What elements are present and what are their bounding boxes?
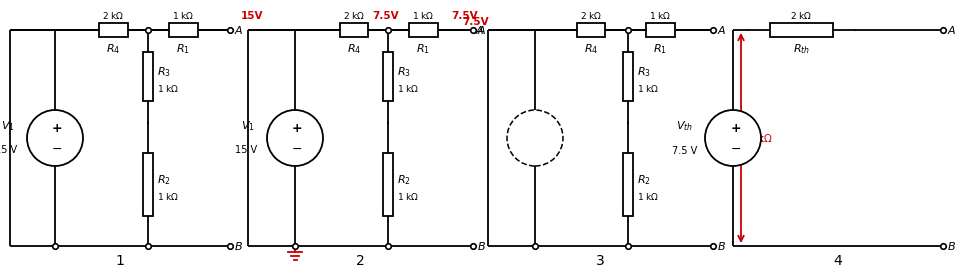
Text: $R_1$: $R_1$ xyxy=(653,42,667,56)
Text: $A$: $A$ xyxy=(474,24,484,36)
Text: $-$: $-$ xyxy=(292,142,302,155)
Text: +: + xyxy=(292,121,302,135)
Text: 7.5V: 7.5V xyxy=(452,11,478,21)
Text: 1 k$\Omega$: 1 k$\Omega$ xyxy=(649,10,671,21)
Bar xyxy=(169,23,198,37)
Text: $R_4$: $R_4$ xyxy=(106,42,120,56)
Bar xyxy=(340,23,368,37)
Bar xyxy=(771,23,832,37)
Text: $R_3$: $R_3$ xyxy=(637,66,651,80)
Text: $-$: $-$ xyxy=(731,142,741,155)
Text: 15 V: 15 V xyxy=(235,145,257,155)
Text: $B$: $B$ xyxy=(717,240,726,252)
Text: $R_4$: $R_4$ xyxy=(584,42,598,56)
Text: $V_1$: $V_1$ xyxy=(241,119,255,133)
Text: 4: 4 xyxy=(833,254,842,268)
Text: $R_1$: $R_1$ xyxy=(416,42,430,56)
Text: 15 V: 15 V xyxy=(0,145,17,155)
Bar xyxy=(99,23,128,37)
Text: 2 k$\Omega$: 2 k$\Omega$ xyxy=(790,10,812,21)
Text: $V_{th}$: $V_{th}$ xyxy=(676,119,693,133)
Text: 15V: 15V xyxy=(241,11,263,21)
Text: 2 k$\Omega$: 2 k$\Omega$ xyxy=(102,10,124,21)
Text: 1 k$\Omega$: 1 k$\Omega$ xyxy=(397,83,420,94)
Text: $R_3$: $R_3$ xyxy=(397,66,411,80)
Bar xyxy=(409,23,438,37)
Text: $A$: $A$ xyxy=(477,24,487,36)
Text: $-$: $-$ xyxy=(52,142,62,155)
Text: 2: 2 xyxy=(356,254,365,268)
Circle shape xyxy=(267,110,323,166)
Text: $R_{th}$: $R_{th}$ xyxy=(793,42,810,56)
Text: 2 k$\Omega$: 2 k$\Omega$ xyxy=(746,132,773,144)
Text: +: + xyxy=(52,121,62,135)
Text: 2 k$\Omega$: 2 k$\Omega$ xyxy=(580,10,602,21)
Text: 1 k$\Omega$: 1 k$\Omega$ xyxy=(637,83,660,94)
Text: $R_2$: $R_2$ xyxy=(397,173,411,187)
Bar xyxy=(577,23,605,37)
Text: 1 k$\Omega$: 1 k$\Omega$ xyxy=(172,10,194,21)
Text: $R_4$: $R_4$ xyxy=(347,42,361,56)
Text: 1 k$\Omega$: 1 k$\Omega$ xyxy=(157,83,180,94)
Text: 1 k$\Omega$: 1 k$\Omega$ xyxy=(397,191,420,202)
Text: $B$: $B$ xyxy=(947,240,956,252)
Bar xyxy=(623,153,633,217)
Circle shape xyxy=(507,110,563,166)
Bar xyxy=(143,52,153,101)
Text: $R_1$: $R_1$ xyxy=(176,42,190,56)
Text: $B$: $B$ xyxy=(234,240,243,252)
Text: 1: 1 xyxy=(115,254,125,268)
Text: 7.5 V: 7.5 V xyxy=(672,146,697,156)
Text: $A$: $A$ xyxy=(234,24,244,36)
Circle shape xyxy=(705,110,761,166)
Text: 1 k$\Omega$: 1 k$\Omega$ xyxy=(157,191,180,202)
Text: +: + xyxy=(731,121,741,135)
Text: 3: 3 xyxy=(596,254,605,268)
Text: 2 k$\Omega$: 2 k$\Omega$ xyxy=(343,10,365,21)
Text: $R_2$: $R_2$ xyxy=(157,173,171,187)
Text: $R_2$: $R_2$ xyxy=(637,173,651,187)
Text: $R_3$: $R_3$ xyxy=(157,66,171,80)
Text: 7.5V: 7.5V xyxy=(372,11,399,21)
Bar xyxy=(143,153,153,217)
Text: $B$: $B$ xyxy=(477,240,486,252)
Bar xyxy=(623,52,633,101)
Bar xyxy=(645,23,675,37)
Text: 7.5V: 7.5V xyxy=(463,17,490,27)
Text: $V_1$: $V_1$ xyxy=(1,119,15,133)
Bar xyxy=(383,153,393,217)
Text: $A$: $A$ xyxy=(947,24,956,36)
Circle shape xyxy=(27,110,83,166)
Text: 1 k$\Omega$: 1 k$\Omega$ xyxy=(412,10,434,21)
Text: 1 k$\Omega$: 1 k$\Omega$ xyxy=(637,191,660,202)
Text: $A$: $A$ xyxy=(717,24,727,36)
Bar xyxy=(383,52,393,101)
